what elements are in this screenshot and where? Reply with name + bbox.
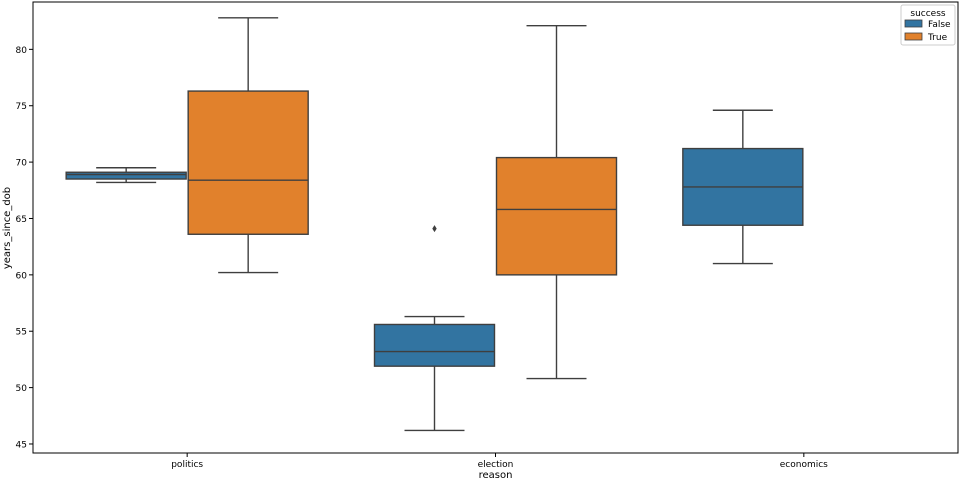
legend: success False True [900, 4, 956, 46]
y-tick-label: 80 [16, 46, 28, 56]
legend-title: success [910, 9, 946, 19]
y-tick-label: 65 [16, 215, 27, 225]
x-tick-label: politics [171, 460, 203, 470]
iqr-box [373, 323, 496, 367]
legend-label-false: False [928, 20, 951, 30]
iqr-box [187, 90, 309, 235]
legend-swatch-true [904, 32, 923, 41]
x-tick-label: election [478, 460, 514, 470]
plot-background [33, 2, 958, 453]
boxes-layer [65, 17, 804, 432]
box-false-election [373, 225, 496, 432]
y-tick-label: 75 [16, 102, 27, 112]
y-axis-label: years_since_dob [2, 187, 13, 269]
box-true-election [495, 24, 618, 380]
x-axis-label: reason [479, 470, 513, 481]
legend-swatch-false [904, 19, 923, 28]
x-axis: politics election economics [171, 453, 828, 470]
y-tick-label: 45 [16, 440, 27, 450]
x-tick-label: economics [780, 460, 828, 470]
legend-label-true: True [927, 33, 948, 43]
outlier-point [432, 225, 437, 233]
y-tick-label: 60 [16, 271, 28, 281]
y-tick-label: 50 [16, 384, 28, 394]
iqr-box [495, 156, 618, 276]
box-true-politics [187, 17, 309, 274]
y-tick-label: 55 [16, 328, 27, 338]
iqr-box [65, 171, 187, 180]
plot-frame [32, 1, 959, 454]
box-false-politics [65, 167, 187, 184]
y-tick-label: 70 [16, 159, 28, 169]
y-axis: 45 50 55 60 65 70 75 80 [16, 46, 33, 450]
box-false-economics [682, 109, 804, 265]
